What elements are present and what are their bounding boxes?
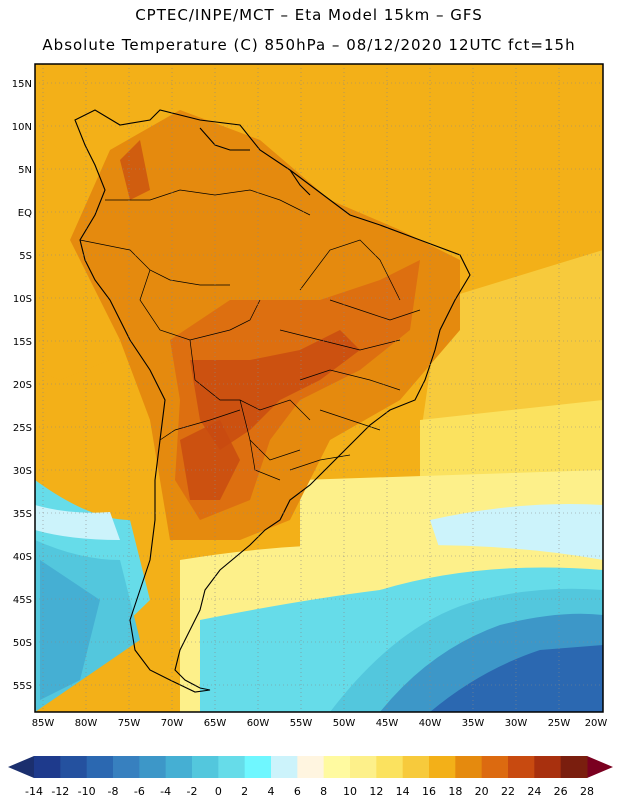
colorbar-tick-label: -10 [78, 785, 96, 798]
lon-label: 85W [32, 718, 55, 729]
map-title: CPTEC/INPE/MCT – Eta Model 15km – GFS [135, 6, 483, 24]
colorbar-swatch [455, 756, 483, 778]
colorbar-swatch [271, 756, 298, 778]
colorbar-tick-label: 4 [268, 785, 275, 798]
lat-label: 10N [12, 122, 32, 133]
lon-label: 65W [204, 718, 227, 729]
colorbar-swatch [113, 756, 140, 778]
shaded-field [35, 64, 603, 712]
colorbar-tick-label: 28 [580, 785, 594, 798]
lat-label: 25S [13, 423, 32, 434]
colorbar-left-arrow [8, 756, 34, 778]
colorbar-swatch [297, 756, 325, 778]
map-subtitle: Absolute Temperature (C) 850hPa – 08/12/… [42, 36, 576, 54]
colorbar-tick-label: 8 [320, 785, 327, 798]
lon-label: 50W [333, 718, 356, 729]
colorbar-tick-label: 18 [448, 785, 462, 798]
lat-label: 45S [13, 595, 32, 606]
colorbar-tick-label: -8 [108, 785, 119, 798]
lat-label: 40S [13, 552, 32, 563]
colorbar: -14 -12 -10 -8 -6 -4 -2 0 2 4 6 8 10 12 14 16 18 20 22 24 26… [8, 756, 613, 798]
colorbar-swatch [508, 756, 535, 778]
colorbar-tick-label: -2 [187, 785, 198, 798]
lat-label: 15S [13, 337, 32, 348]
colorbar-swatch [560, 756, 588, 778]
colorbar-swatch [139, 756, 167, 778]
colorbar-swatch [376, 756, 404, 778]
colorbar-swatch [350, 756, 377, 778]
colorbar-swatch [323, 756, 351, 778]
lon-label: 25W [548, 718, 571, 729]
colorbar-tick-label: 0 [215, 785, 222, 798]
lat-label: 5S [19, 251, 32, 262]
lon-label: 60W [247, 718, 270, 729]
lat-label: 35S [13, 509, 32, 520]
lat-label: 30S [13, 466, 32, 477]
lon-label: 20W [585, 718, 608, 729]
colorbar-swatch [402, 756, 430, 778]
lon-label: 75W [118, 718, 141, 729]
lon-label: 70W [161, 718, 184, 729]
colorbar-tick-label: 26 [554, 785, 568, 798]
colorbar-swatch [60, 756, 88, 778]
colorbar-tick-label: 22 [501, 785, 515, 798]
colorbar-right-arrow [587, 756, 613, 778]
colorbar-tick-label: 20 [475, 785, 489, 798]
colorbar-tick-label: 24 [527, 785, 541, 798]
lon-label: 35W [462, 718, 485, 729]
borders [79, 189, 421, 481]
colorbar-tick-label: -14 [25, 785, 43, 798]
lat-label: 15N [12, 79, 32, 90]
colorbar-swatch [429, 756, 456, 778]
lat-label: 55S [13, 681, 32, 692]
colorbar-tick-label: -6 [134, 785, 145, 798]
colorbar-tick-label: 6 [294, 785, 301, 798]
coastlines [74, 109, 471, 693]
lon-label: 40W [419, 718, 442, 729]
lon-label: 45W [376, 718, 399, 729]
colorbar-swatch [192, 756, 219, 778]
lat-label: EQ [18, 208, 32, 219]
lon-label: 80W [75, 718, 98, 729]
colorbar-swatch [481, 756, 509, 778]
lat-label: 20S [13, 380, 32, 391]
graticule [35, 64, 603, 712]
colorbar-swatch [86, 756, 114, 778]
colorbar-tick-label: 16 [422, 785, 436, 798]
lat-label: 50S [13, 638, 32, 649]
lat-label: 10S [13, 294, 32, 305]
lat-label: 5N [18, 165, 32, 176]
colorbar-tick-label: 14 [396, 785, 410, 798]
colorbar-swatch [244, 756, 272, 778]
longitude-labels: 85W 80W 75W 70W 65W 60W 55W 50W 45W 40W … [32, 718, 608, 729]
map-frame [34, 63, 604, 713]
colorbar-tick-label: -12 [51, 785, 69, 798]
colorbar-tick-label: 12 [369, 785, 383, 798]
colorbar-swatch [34, 756, 61, 778]
colorbar-tick-label: -4 [160, 785, 171, 798]
latitude-labels: 15N 10N 5N EQ 5S 10S 15S 20S 25S 30S 35S… [12, 79, 32, 692]
colorbar-swatch [218, 756, 246, 778]
colorbar-swatch [534, 756, 562, 778]
lon-label: 55W [290, 718, 313, 729]
colorbar-tick-label: 2 [241, 785, 248, 798]
colorbar-tick-label: 10 [343, 785, 357, 798]
lon-label: 30W [505, 718, 528, 729]
colorbar-swatch [165, 756, 193, 778]
